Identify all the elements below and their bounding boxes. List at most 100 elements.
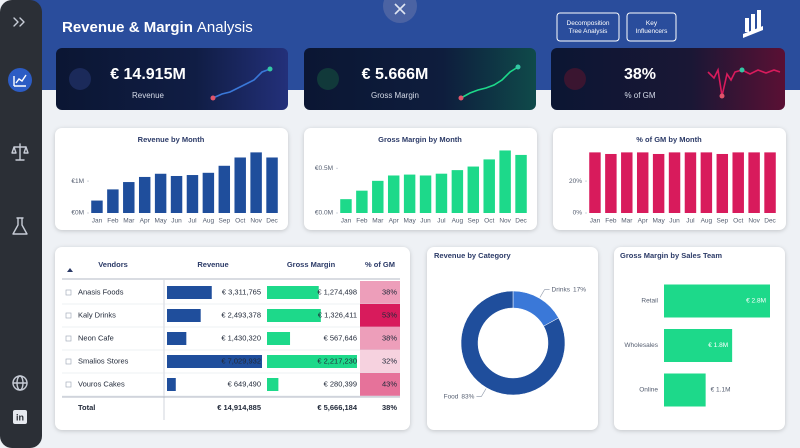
x-tick-label: Jan <box>92 218 103 225</box>
bar <box>764 152 776 213</box>
bar <box>467 166 480 213</box>
x-tick-label: Jul <box>437 218 446 225</box>
value-label: € 1.1M <box>711 387 731 394</box>
x-tick-label: Nov <box>499 218 511 225</box>
bar <box>668 152 681 213</box>
x-tick-label: Jun <box>171 218 182 225</box>
x-tick-label: Aug <box>452 218 464 225</box>
margin-bar <box>267 286 319 299</box>
sparkline <box>460 66 519 99</box>
value-label: € 1.8M <box>708 342 728 349</box>
pct-value: 38% <box>382 333 397 342</box>
expand-icon[interactable] <box>65 358 72 365</box>
slice-label: Drinks 17% <box>552 286 587 293</box>
slice-value: 17% <box>573 286 586 293</box>
revenue-bar <box>167 286 212 299</box>
bar <box>621 152 633 213</box>
chart-card <box>427 247 598 430</box>
globe-icon[interactable] <box>12 375 28 391</box>
bar <box>138 176 151 213</box>
expand-icon[interactable] <box>65 381 72 388</box>
pct-cell <box>360 304 400 327</box>
sparkline-dot <box>739 67 745 73</box>
leader-line <box>476 388 487 397</box>
margin-value: € 280,399 <box>324 379 357 388</box>
kpi-card <box>304 48 536 110</box>
sort-indicator[interactable] <box>67 268 73 272</box>
x-tick-label: Feb <box>605 218 617 225</box>
bar <box>716 153 729 213</box>
kpi-card <box>56 48 288 110</box>
bar <box>652 153 665 213</box>
flask-icon[interactable] <box>12 217 28 235</box>
pct-cell <box>360 327 400 350</box>
revenue-bar <box>167 355 262 368</box>
decomposition-button[interactable] <box>556 12 620 42</box>
bar <box>515 154 527 213</box>
bar <box>266 157 278 213</box>
expand-icon[interactable] <box>65 335 72 342</box>
y-tick-label: €0.0M <box>315 210 333 217</box>
key-influencers-button[interactable] <box>626 12 677 42</box>
linkedin-icon[interactable] <box>13 410 27 424</box>
kpi-label: Revenue <box>132 91 165 100</box>
bar <box>387 175 400 213</box>
x-tick-label: Aug <box>701 218 713 225</box>
bar <box>664 373 706 407</box>
bar <box>451 170 464 213</box>
x-tick-label: Jan <box>341 218 352 225</box>
margin-value: € 567,646 <box>324 333 357 342</box>
scale-icon[interactable] <box>11 143 29 161</box>
slice-value: 83% <box>461 393 474 400</box>
close-icon <box>394 3 406 15</box>
kpi-icon <box>564 68 586 90</box>
y-tick-label: €0.5M <box>315 165 333 172</box>
expand-icon[interactable] <box>65 289 72 296</box>
x-tick-label: Oct <box>484 218 494 225</box>
x-tick-label: Feb <box>107 218 119 225</box>
bar <box>419 175 432 213</box>
bar <box>589 152 601 213</box>
chart-title: Gross Margin by Sales Team <box>620 251 722 260</box>
x-tick-label: Dec <box>266 218 278 225</box>
bar <box>340 199 352 213</box>
x-tick-label: Sep <box>468 218 480 225</box>
kpi-icon <box>69 68 91 90</box>
bar <box>356 190 368 213</box>
y-tick-label: Online <box>639 387 658 394</box>
x-tick-label: Nov <box>748 218 760 225</box>
bar <box>123 182 135 213</box>
margin-value: € 1,274,498 <box>317 287 357 296</box>
chart-title: % of GM by Month <box>636 135 702 144</box>
margin-bar <box>267 332 291 345</box>
kpi-value: € 5.666M <box>362 66 429 83</box>
column-header: Vendors <box>98 260 128 269</box>
x-tick-label: May <box>403 218 416 225</box>
kpi-icon <box>317 68 339 90</box>
bar <box>91 200 103 213</box>
column-header: % of GM <box>365 260 395 269</box>
margin-bar <box>267 378 279 391</box>
column-header: Gross Margin <box>287 260 336 269</box>
sparkline-dot <box>719 93 725 99</box>
bar <box>605 153 617 213</box>
bar <box>732 152 744 213</box>
close-button[interactable] <box>383 0 417 23</box>
total-cell: Total <box>78 403 95 412</box>
x-tick-label: Mar <box>123 218 135 225</box>
column-header: Revenue <box>197 260 228 269</box>
sparkline-dot <box>458 95 464 101</box>
expand-icon[interactable] <box>13 17 25 27</box>
expand-icon[interactable] <box>65 312 72 319</box>
vendor-name: Neon Cafe <box>78 333 114 342</box>
bar <box>700 152 713 213</box>
button-label: Decomposition Tree Analysis <box>567 20 610 35</box>
kpi-value: € 14.915M <box>110 66 186 83</box>
margin-value: € 2,217,230 <box>317 356 357 365</box>
x-tick-label: Apr <box>638 218 649 225</box>
bar <box>202 172 215 213</box>
bar <box>154 173 167 213</box>
x-tick-label: Nov <box>250 218 262 225</box>
